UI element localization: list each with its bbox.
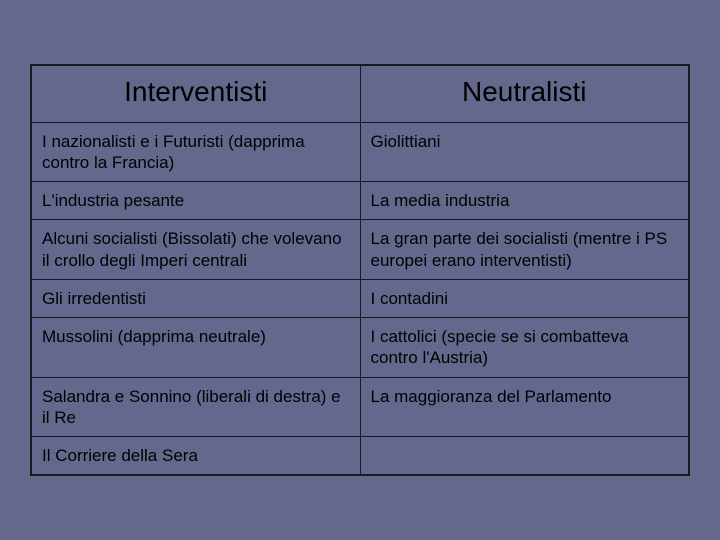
cell: Salandra e Sonnino (liberali di destra) … [32, 377, 361, 437]
table-row: Alcuni socialisti (Bissolati) che voleva… [32, 220, 689, 280]
cell: I cattolici (specie se si combatteva con… [360, 318, 689, 378]
cell: I contadini [360, 279, 689, 317]
column-header: Interventisti [32, 65, 361, 122]
table-row: Salandra e Sonnino (liberali di destra) … [32, 377, 689, 437]
table-row: L'industria pesante La media industria [32, 182, 689, 220]
table-row: Mussolini (dapprima neutrale) I cattolic… [32, 318, 689, 378]
cell: L'industria pesante [32, 182, 361, 220]
cell: La gran parte dei socialisti (mentre i P… [360, 220, 689, 280]
cell: La media industria [360, 182, 689, 220]
cell: Gli irredentisti [32, 279, 361, 317]
cell: La maggioranza del Parlamento [360, 377, 689, 437]
comparison-table: Interventisti Neutralisti I nazionalisti… [30, 64, 690, 477]
column-header: Neutralisti [360, 65, 689, 122]
table-row: Gli irredentisti I contadini [32, 279, 689, 317]
table-row: Il Corriere della Sera [32, 437, 689, 475]
cell: Alcuni socialisti (Bissolati) che voleva… [32, 220, 361, 280]
cell: Il Corriere della Sera [32, 437, 361, 475]
table: Interventisti Neutralisti I nazionalisti… [31, 65, 689, 476]
cell [360, 437, 689, 475]
table-row: I nazionalisti e i Futuristi (dapprima c… [32, 122, 689, 182]
cell: Mussolini (dapprima neutrale) [32, 318, 361, 378]
cell: I nazionalisti e i Futuristi (dapprima c… [32, 122, 361, 182]
cell: Giolittiani [360, 122, 689, 182]
